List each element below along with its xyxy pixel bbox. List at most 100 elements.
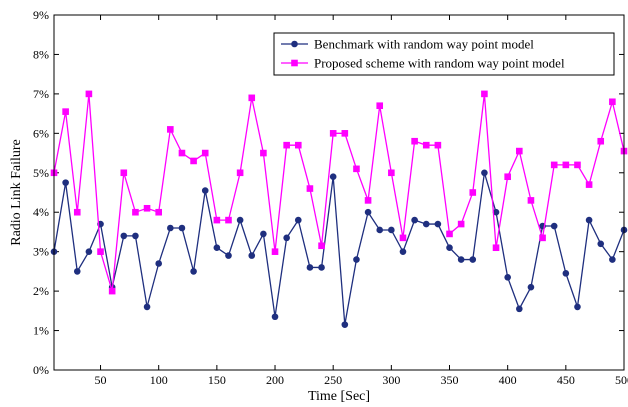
x-tick-label: 150 [208,373,226,387]
y-tick-label: 5% [33,166,49,180]
legend-label-proposed: Proposed scheme with random way point mo… [314,56,565,71]
data-point [585,216,593,224]
y-axis-title: Radio Link Failure [9,139,24,246]
data-point [399,234,407,242]
data-point [260,149,267,157]
data-point [294,216,302,224]
data-point [422,220,430,228]
data-point [190,268,197,275]
legend-box [273,32,615,76]
data-point [201,187,209,194]
data-point [550,222,558,230]
data-point [271,313,279,321]
legend: Benchmark with random way point model Pr… [273,32,615,76]
data-point [481,90,488,98]
data-point [178,149,186,157]
series-layer [50,90,628,328]
x-axis-title: Time [Sec] [308,389,370,404]
x-tick-label: 200 [266,373,284,387]
y-tick-label: 0% [33,363,49,377]
data-point [434,141,442,149]
data-point [481,169,488,177]
data-point [85,248,93,255]
data-point [167,126,174,133]
y-tick-labels: 0% 1% 2% 3% 4% 5% 6% 7% 8% 9% [33,8,49,377]
data-point [341,321,349,328]
data-point [388,226,395,234]
data-point [527,283,535,291]
data-point [364,208,372,216]
data-point [108,287,116,295]
data-point [318,242,325,250]
data-point [225,216,232,224]
data-point [457,256,465,263]
data-point [434,220,442,228]
data-point [353,256,360,263]
legend-label-benchmark: Benchmark with random way point model [314,37,534,52]
data-point [562,270,570,277]
data-point [120,232,128,240]
data-point [504,173,511,181]
data-point [248,252,256,259]
y-tick-label: 2% [33,284,49,298]
data-point [155,260,162,267]
y-tick-label: 7% [33,87,49,101]
data-point [376,226,384,234]
data-point [236,169,244,177]
data-point [329,173,337,181]
data-point [283,234,290,242]
data-point [306,264,314,271]
legend-marker-benchmark [291,40,298,48]
data-point [597,240,605,248]
data-point [341,130,349,137]
data-point [446,230,453,238]
data-point [178,224,186,232]
data-point [62,108,69,115]
plot-frame [53,14,625,371]
x-tick-label: 400 [499,373,517,387]
data-point [574,161,581,169]
data-point [516,147,523,155]
x-tick-label: 50 [95,373,107,387]
y-tick-label: 3% [33,245,49,259]
data-point [143,303,151,311]
data-point [283,141,290,149]
y-tick-label: 1% [33,324,49,338]
data-point [201,149,209,157]
data-point [539,234,546,242]
data-point [236,216,244,224]
data-point [190,157,197,165]
data-point [399,248,407,255]
data-point [411,216,418,224]
data-point [62,179,69,186]
data-point [73,208,81,216]
x-tick-labels: 50 100 150 200 250 300 350 400 450 500 [95,373,628,387]
data-point [364,197,372,204]
x-tick-label: 350 [441,373,459,387]
data-point [492,244,500,252]
data-point [294,141,302,149]
data-point [213,216,221,224]
data-point [446,244,453,252]
data-point [550,161,558,169]
data-point [376,102,384,110]
data-point [504,274,511,281]
data-point [143,204,151,212]
x-tick-label: 250 [324,373,342,387]
y-tick-label: 6% [33,126,49,140]
data-point [132,232,139,240]
data-point [585,181,593,188]
y-tick-label: 8% [33,47,49,61]
data-point [609,98,616,106]
data-point [527,197,535,204]
x-tick-label: 300 [382,373,400,387]
data-point [318,264,325,271]
x-tick-label: 500 [615,373,628,387]
data-point [213,244,221,252]
legend-marker-proposed [291,59,298,67]
data-point [469,189,477,196]
y-tick-label: 9% [33,8,49,22]
data-point [609,256,616,263]
series-line-1 [53,172,625,325]
